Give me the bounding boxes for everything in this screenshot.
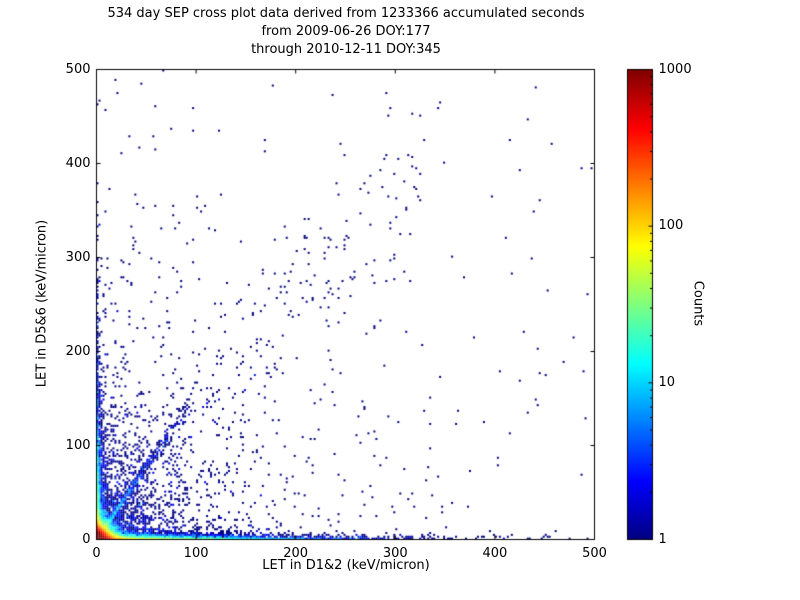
chart-title-line-3: through 2010-12-11 DOY:345: [251, 42, 441, 57]
y-axis-label: LET in D5&6 (keV/micron): [34, 219, 50, 388]
chart-title-line-1: 534 day SEP cross plot data derived from…: [107, 6, 585, 21]
x-axis-label: LET in D1&2 (keV/micron): [262, 558, 430, 573]
colorbar-label: Counts: [690, 280, 706, 327]
chart-title-line-2: from 2009-06-26 DOY:177: [261, 24, 431, 39]
